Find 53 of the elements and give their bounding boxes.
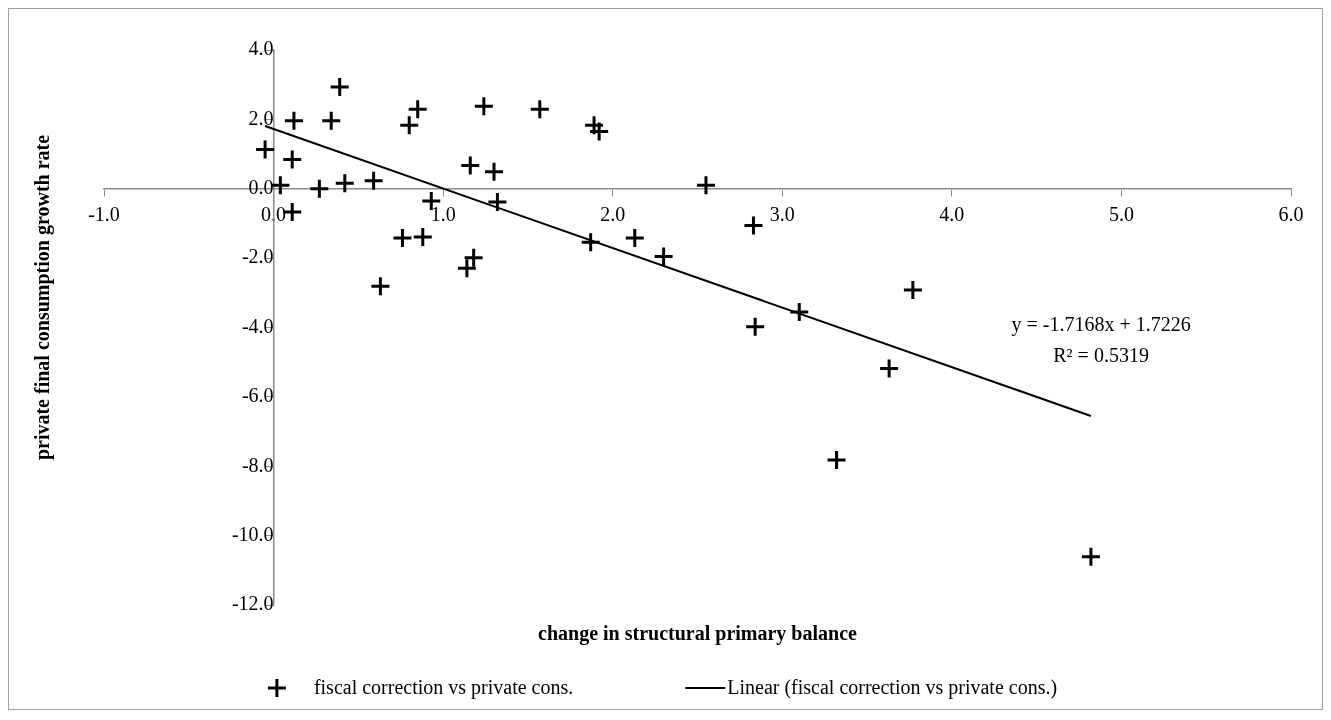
annotation: R² = 0.5319 — [1053, 344, 1149, 367]
y-tick-label: -10.0 — [231, 522, 274, 545]
y-tick-label: 0.0 — [248, 176, 274, 198]
point — [398, 114, 420, 136]
point — [483, 161, 505, 183]
point — [283, 110, 305, 132]
legend-label: Linear (fiscal correction vs private cons.) — [727, 676, 1058, 700]
point — [624, 227, 646, 249]
point — [407, 98, 429, 120]
point — [486, 191, 508, 213]
point — [580, 231, 602, 253]
point — [391, 227, 413, 249]
point — [788, 301, 810, 323]
point — [463, 247, 485, 269]
point — [369, 275, 391, 297]
y-tick-label: -4.0 — [241, 314, 274, 337]
point — [653, 245, 675, 267]
point — [254, 139, 276, 161]
y-tick-label: -2.0 — [241, 245, 274, 268]
y-tick-label: -12.0 — [231, 592, 274, 615]
point — [695, 174, 717, 196]
point — [1080, 546, 1102, 568]
point — [878, 357, 900, 379]
point — [744, 316, 766, 338]
y-tick-label: 2.0 — [248, 106, 274, 129]
point — [742, 215, 764, 237]
x-tick-label: 6.0 — [1278, 203, 1304, 225]
x-tick-label: 3.0 — [769, 203, 795, 225]
y-tick-label: 4.0 — [248, 37, 274, 60]
point — [320, 110, 342, 132]
x-tick-label: 4.0 — [939, 203, 965, 225]
point — [363, 170, 385, 192]
point — [281, 149, 303, 171]
y-axis-title: private final consumption growth rate — [31, 134, 55, 461]
y-tick-label: -8.0 — [241, 453, 274, 476]
point — [826, 449, 848, 471]
x-tick-label: 1.0 — [430, 203, 456, 225]
x-tick-label: -1.0 — [88, 203, 120, 225]
x-tick-label: 2.0 — [600, 203, 626, 225]
point — [334, 172, 356, 194]
point — [459, 155, 481, 177]
point — [308, 178, 330, 200]
legend-label: fiscal correction vs private cons. — [313, 676, 574, 700]
annotation: y = -1.7168x + 1.7226 — [1011, 313, 1191, 337]
point — [329, 76, 351, 98]
x-tick-label: 5.0 — [1108, 203, 1134, 225]
point — [529, 98, 551, 120]
point — [473, 95, 495, 117]
point — [412, 226, 434, 248]
point — [456, 257, 478, 279]
point — [902, 279, 924, 301]
y-tick-label: -6.0 — [241, 384, 274, 407]
x-axis-title: change in structural primary balance — [538, 622, 858, 646]
